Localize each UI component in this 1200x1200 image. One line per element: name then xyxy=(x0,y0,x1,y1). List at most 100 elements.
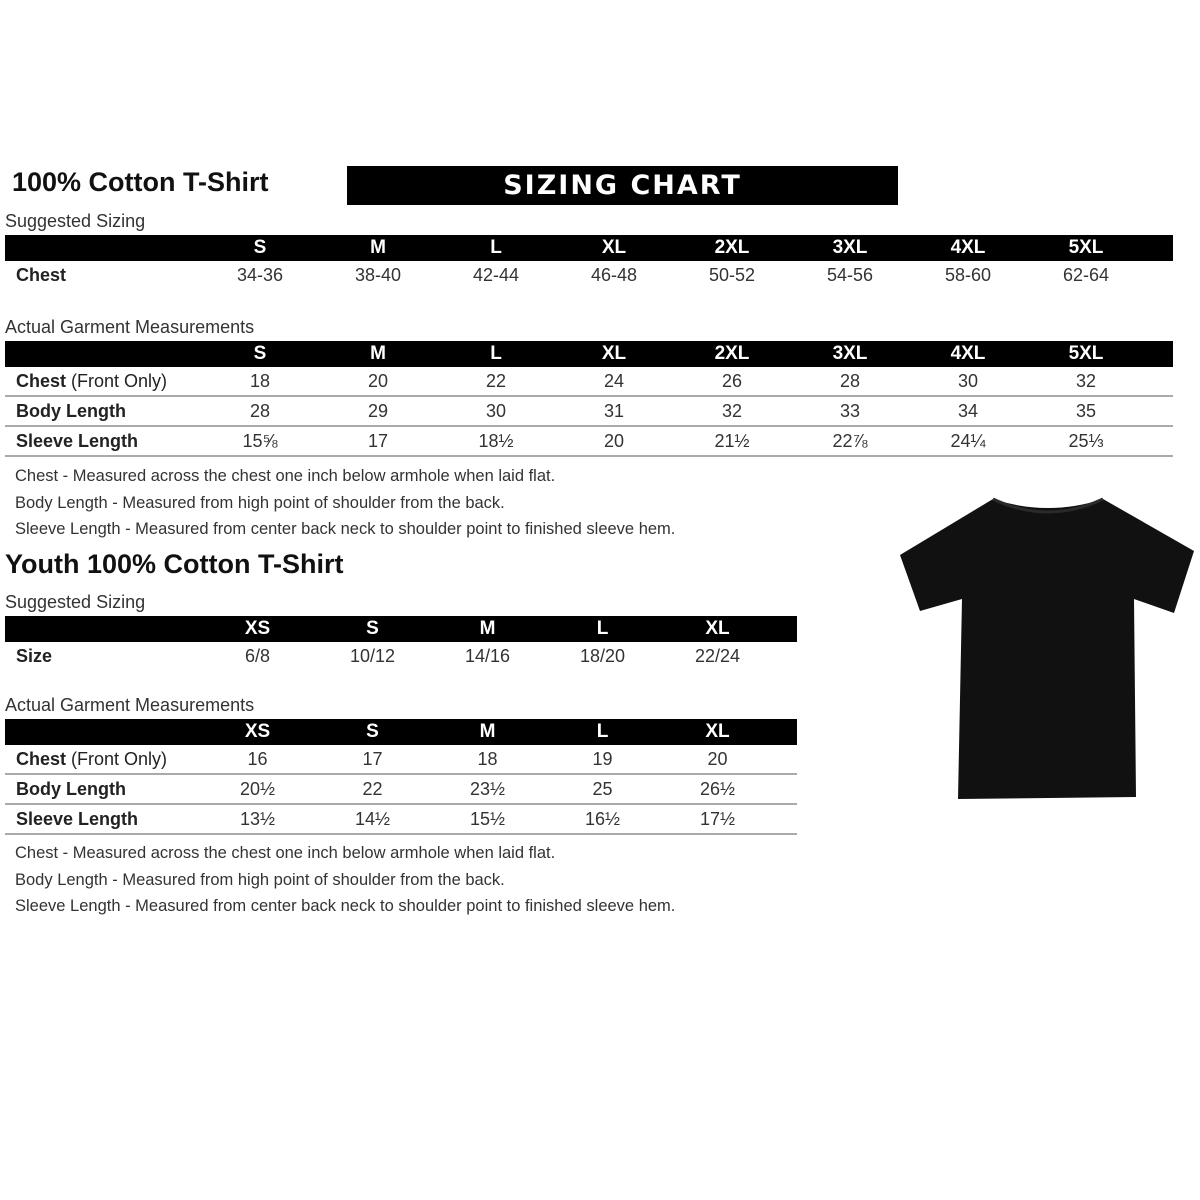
cell-value: 26½ xyxy=(699,778,736,799)
note-line: Chest - Measured across the chest one in… xyxy=(15,844,556,862)
size-header-s: S xyxy=(253,343,267,364)
cell-value: 50-52 xyxy=(708,264,756,285)
row-label-note: (Front Only) xyxy=(66,370,168,391)
size-header-xl: XL xyxy=(601,343,627,364)
cell-value: 33 xyxy=(839,400,861,421)
size-header-xs: XS xyxy=(244,618,271,639)
adult-suggested-table: S M L XL 2XL 3XL 4XL 5XL Chest 34-36 38-40 42-44 46-… xyxy=(5,235,1173,289)
size-header-l: L xyxy=(490,237,502,258)
youth-actual-label: Actual Garment Measurements xyxy=(5,695,255,715)
cell-value: 18½ xyxy=(478,430,514,451)
table-row: Body Length 20½ 22 23½ 25 26½ xyxy=(5,775,797,805)
cell-value: 17 xyxy=(367,430,389,451)
cell-value: 25 xyxy=(592,778,613,799)
cell-value: 16½ xyxy=(584,808,621,829)
youth-actual-table: XS S M L XL Chest (Front Only) 16 17 18 19 20 Body … xyxy=(5,719,797,835)
tshirt-icon xyxy=(900,497,1194,799)
youth-suggested-table: XS S M L XL Size 6/8 10/12 14/16 18/20 22/24 xyxy=(5,616,797,670)
size-header-m: M xyxy=(370,237,386,258)
size-header-l: L xyxy=(596,721,609,742)
row-label-text: Size xyxy=(16,645,53,666)
size-header-m: M xyxy=(479,618,496,639)
cell-value: 32 xyxy=(1075,370,1097,391)
cell-value: 62-64 xyxy=(1062,264,1110,285)
table-row: Chest (Front Only) 18 20 22 24 26 28 30 32 xyxy=(5,367,1173,397)
cell-value: 30 xyxy=(957,370,979,391)
cell-value: 34 xyxy=(957,400,979,421)
size-header-l: L xyxy=(596,618,609,639)
size-header-xl: XL xyxy=(705,618,730,639)
cell-value: 28 xyxy=(249,400,271,421)
cell-value: 24¼ xyxy=(950,430,986,451)
size-header-row: XS S M L XL xyxy=(5,719,797,745)
row-label: Sleeve Length xyxy=(5,809,200,830)
adult-suggested-label: Suggested Sizing xyxy=(5,211,146,231)
cell-value: 20 xyxy=(603,430,625,451)
note-line: Sleeve Length - Measured from center bac… xyxy=(15,897,676,915)
adult-actual-table: S M L XL 2XL 3XL 4XL 5XL Chest (Front Only) 18 20 2… xyxy=(5,341,1173,457)
size-header-2xl: 2XL xyxy=(714,343,750,364)
row-label: Size xyxy=(5,646,200,667)
cell-value: 22/24 xyxy=(694,645,741,666)
cell-value: 23½ xyxy=(469,778,506,799)
size-header-5xl: 5XL xyxy=(1068,237,1104,258)
youth-suggested-label: Suggested Sizing xyxy=(5,592,146,612)
cell-value: 20 xyxy=(367,370,389,391)
row-label-text: Sleeve Length xyxy=(16,430,139,451)
note-line: Body Length - Measured from high point o… xyxy=(15,870,505,889)
cell-value: 16 xyxy=(247,748,268,769)
note-line: Chest - Measured across the chest one in… xyxy=(15,467,556,485)
row-label: Chest (Front Only) xyxy=(5,371,201,392)
youth-title: Youth 100% Cotton T-Shirt xyxy=(5,549,344,579)
cell-value: 20 xyxy=(707,748,728,769)
row-label: Sleeve Length xyxy=(5,431,201,452)
size-header-row: S M L XL 2XL 3XL 4XL 5XL xyxy=(5,341,1173,367)
row-label: Chest xyxy=(5,265,201,286)
row-label-text: Sleeve Length xyxy=(16,808,139,829)
table-row: Chest (Front Only) 16 17 18 19 20 xyxy=(5,745,797,775)
row-label-text: Body Length xyxy=(16,400,126,421)
size-header-s: S xyxy=(366,618,379,639)
cell-value: 18 xyxy=(477,748,498,769)
cell-value: 32 xyxy=(721,400,743,421)
cell-value: 10/12 xyxy=(349,645,396,666)
adult-actual-label: Actual Garment Measurements xyxy=(5,317,255,337)
size-header-xl: XL xyxy=(705,721,730,742)
cell-value: 34-36 xyxy=(236,264,284,285)
size-header-3xl: 3XL xyxy=(832,237,868,258)
cell-value: 14½ xyxy=(354,808,391,829)
size-header-m: M xyxy=(370,343,386,364)
row-label-text: Chest xyxy=(16,370,67,391)
row-label-note: (Front Only) xyxy=(66,748,168,769)
note-line: Body Length - Measured from high point o… xyxy=(15,493,505,512)
cell-value: 15⅝ xyxy=(242,430,278,451)
table-row: Sleeve Length 13½ 14½ 15½ 16½ 17½ xyxy=(5,805,797,835)
row-label-text: Body Length xyxy=(16,778,126,799)
cell-value: 22⅞ xyxy=(832,430,868,451)
cell-value: 22 xyxy=(362,778,383,799)
cell-value: 30 xyxy=(485,400,507,421)
cell-value: 6/8 xyxy=(244,645,271,666)
cell-value: 42-44 xyxy=(472,264,520,285)
cell-value: 28 xyxy=(839,370,861,391)
cell-value: 19 xyxy=(592,748,613,769)
size-header-s: S xyxy=(253,237,267,258)
sizing-chart-banner: SIZING CHART xyxy=(347,166,898,205)
size-header-s: S xyxy=(366,721,379,742)
cell-value: 26 xyxy=(721,370,743,391)
cell-value: 22 xyxy=(485,370,507,391)
size-header-l: L xyxy=(490,343,502,364)
cell-value: 21½ xyxy=(714,430,750,451)
row-label-text: Chest xyxy=(16,264,67,285)
note-line: Sleeve Length - Measured from center bac… xyxy=(15,520,676,538)
size-header-row: XS S M L XL xyxy=(5,616,797,642)
table-row: Size 6/8 10/12 14/16 18/20 22/24 xyxy=(5,642,797,670)
cell-value: 29 xyxy=(367,400,389,421)
cell-value: 18/20 xyxy=(579,645,626,666)
size-header-m: M xyxy=(479,721,496,742)
size-header-4xl: 4XL xyxy=(950,343,986,364)
cell-value: 38-40 xyxy=(354,264,402,285)
size-header-2xl: 2XL xyxy=(714,237,750,258)
cell-value: 31 xyxy=(603,400,625,421)
